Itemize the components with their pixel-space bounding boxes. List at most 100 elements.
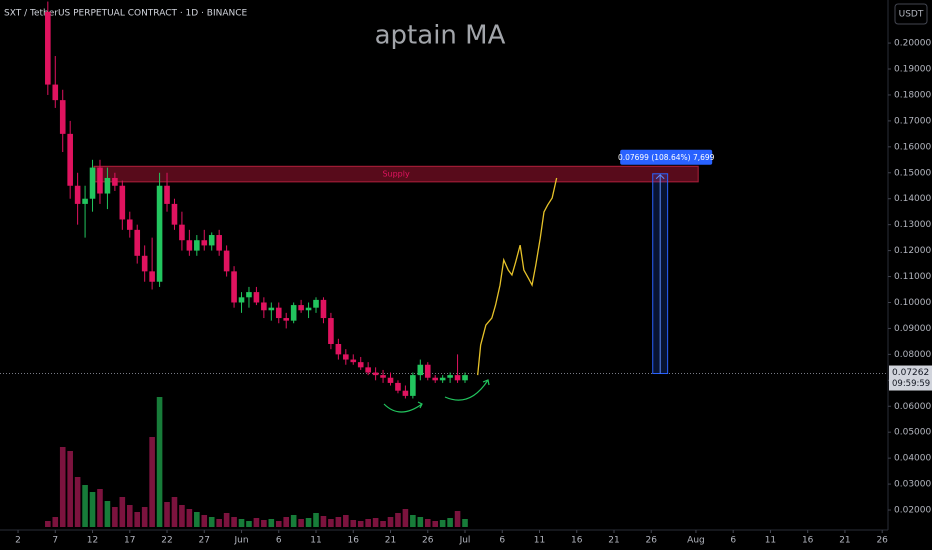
- candle-body: [119, 185, 126, 220]
- volume-bar: [141, 507, 148, 527]
- candle-body: [335, 343, 342, 355]
- supply-label: Supply: [382, 170, 410, 179]
- candle-body: [357, 362, 364, 368]
- candle-body: [82, 198, 88, 204]
- x-tick-label: 2: [15, 536, 21, 546]
- y-tick-label: 0.06000: [894, 402, 931, 412]
- volume-bar: [350, 520, 357, 527]
- curve-arrow: [444, 379, 489, 401]
- volume-bar: [164, 502, 170, 527]
- last-price-label: 0.07262: [892, 368, 929, 378]
- candle-body: [328, 318, 334, 344]
- volume-bar: [387, 517, 394, 527]
- y-tick-label: 0.02000: [894, 506, 931, 516]
- candle-body: [283, 318, 290, 321]
- x-tick-label: 17: [124, 536, 135, 546]
- candle-body: [365, 367, 371, 373]
- volume-bar: [238, 519, 245, 527]
- candle-body: [201, 240, 208, 246]
- projection-line: [477, 177, 558, 376]
- candle-body: [126, 219, 133, 230]
- y-tick-label: 0.18000: [894, 90, 931, 100]
- volume-bar: [283, 517, 290, 527]
- x-tick-label: Jul: [459, 536, 471, 546]
- candle-body: [447, 375, 453, 378]
- candle-body: [439, 377, 446, 381]
- candle-body: [112, 177, 118, 186]
- candle-body: [417, 364, 424, 376]
- volume-bar: [59, 447, 66, 527]
- volume-bar: [320, 516, 327, 527]
- currency-button[interactable]: [894, 3, 928, 25]
- x-tick-label: 26: [876, 536, 888, 546]
- candle-body: [134, 229, 141, 256]
- currency-label[interactable]: USDT: [899, 10, 924, 20]
- x-tick-label: 22: [161, 536, 172, 546]
- candle-body: [231, 271, 237, 303]
- y-tick-label: 0.14000: [894, 194, 931, 204]
- candle-body: [171, 203, 178, 225]
- candle-body: [246, 292, 252, 298]
- candle-body: [424, 364, 431, 378]
- arrow-head: [417, 401, 423, 409]
- y-tick-label: 0.20000: [894, 39, 931, 49]
- chart-title: SXT / TetherUS PERPETUAL CONTRACT · 1D ·…: [4, 9, 248, 19]
- candle-body: [454, 375, 461, 381]
- arrow-head: [482, 379, 490, 386]
- volume-bar: [45, 521, 51, 527]
- volume-bar: [126, 505, 133, 527]
- volume-bar: [89, 492, 96, 527]
- candle-body: [52, 84, 59, 101]
- volume-bar: [462, 519, 468, 527]
- volume-bar: [305, 518, 312, 527]
- candle-body: [208, 235, 215, 246]
- candle-body: [156, 185, 163, 282]
- volume-bar: [104, 501, 111, 527]
- volume-bar: [424, 519, 431, 527]
- y-tick-label: 0.17000: [894, 116, 931, 126]
- y-tick-label: 0.05000: [894, 428, 931, 438]
- candle-body: [74, 185, 81, 204]
- volume-bar: [447, 518, 453, 527]
- volume-bar: [410, 515, 416, 527]
- volume-bar: [52, 517, 59, 527]
- candle-body: [149, 271, 155, 282]
- volume-bar: [313, 513, 319, 527]
- candle-body: [343, 354, 349, 360]
- volume-bar: [201, 515, 208, 527]
- candle-body: [238, 297, 245, 303]
- y-tick-label: 0.13000: [894, 220, 931, 230]
- volume-bar: [208, 517, 215, 527]
- volume-bar: [290, 515, 297, 527]
- x-tick-label: 16: [348, 536, 360, 546]
- volume-bar: [67, 451, 73, 527]
- y-tick-label: 0.15000: [894, 168, 931, 178]
- volume-bar: [253, 518, 260, 527]
- candle-body: [395, 382, 401, 391]
- candle-body: [253, 292, 260, 303]
- volume-bar: [417, 517, 424, 527]
- x-tick-label: Aug: [687, 536, 705, 546]
- x-tick-label: 11: [310, 536, 321, 546]
- y-tick-label: 0.09000: [894, 324, 931, 334]
- candle-body: [141, 255, 148, 272]
- volume-bar: [186, 509, 193, 527]
- watermark: aptain MA: [375, 21, 506, 51]
- volume-bar: [156, 397, 163, 527]
- volume-bar: [246, 521, 252, 527]
- volume-bar: [395, 513, 401, 527]
- volume-bar: [149, 437, 155, 527]
- x-tick-label: 6: [499, 536, 505, 546]
- volume-bar: [74, 477, 81, 527]
- volume-bar: [380, 521, 386, 527]
- volume-bar: [372, 518, 379, 527]
- measure-label: 0.07699 (108.64%) 7,699: [618, 153, 715, 162]
- candle-body: [216, 235, 222, 251]
- volume-bar: [216, 519, 222, 527]
- candle-body: [261, 302, 267, 311]
- x-tick-label: 27: [199, 536, 210, 546]
- measure-label-box: [620, 149, 713, 165]
- x-tick-label: 11: [765, 536, 776, 546]
- candle-body: [179, 224, 185, 241]
